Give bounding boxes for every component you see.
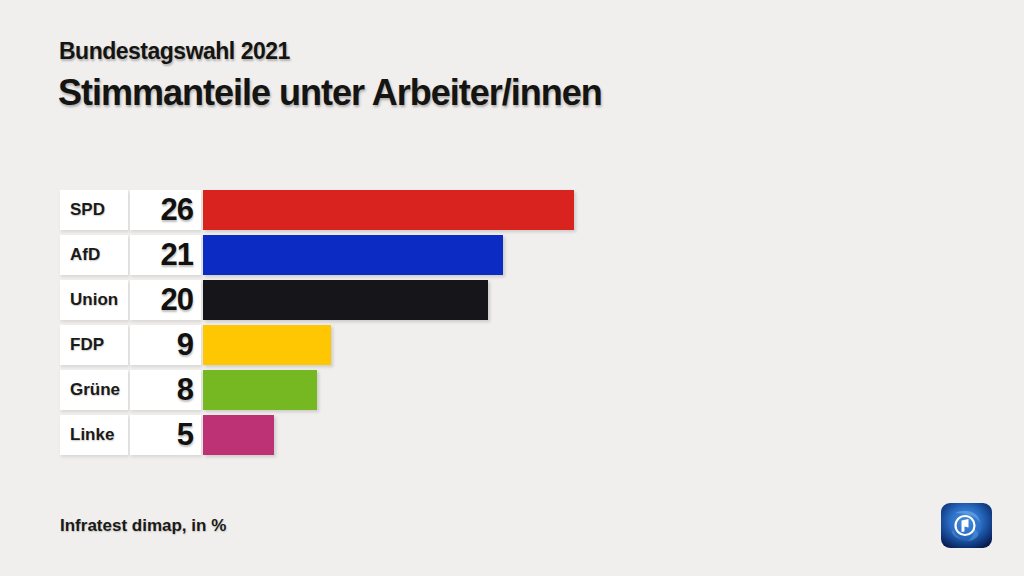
party-label: AfD xyxy=(60,235,128,275)
party-value: 8 xyxy=(130,370,201,410)
party-value: 5 xyxy=(130,415,201,455)
party-label: SPD xyxy=(60,190,128,230)
broadcast-graphic: Bundestagswahl 2021 Stimmanteile unter A… xyxy=(0,0,1024,576)
chart-kicker: Bundestagswahl 2021 xyxy=(59,38,290,65)
party-value: 20 xyxy=(130,280,201,320)
bar xyxy=(203,190,574,230)
party-label: Union xyxy=(60,280,128,320)
chart-row: FDP 9 xyxy=(60,325,990,365)
chart-row: Linke 5 xyxy=(60,415,990,455)
bar xyxy=(203,280,488,320)
bar xyxy=(203,370,317,410)
bar xyxy=(203,325,331,365)
party-value: 21 xyxy=(130,235,201,275)
bar xyxy=(203,235,503,275)
bar xyxy=(203,415,274,455)
chart-row: SPD 26 xyxy=(60,190,990,230)
source-note: Infratest dimap, in % xyxy=(60,516,226,536)
chart-title: Stimmanteile unter Arbeiter/innen xyxy=(58,72,602,114)
party-label: Linke xyxy=(60,415,128,455)
party-value: 26 xyxy=(130,190,201,230)
party-label: FDP xyxy=(60,325,128,365)
bar-chart: SPD 26 AfD 21 Union 20 FDP 9 Grüne 8 Lin xyxy=(60,190,990,460)
bar-rows: SPD 26 AfD 21 Union 20 FDP 9 Grüne 8 Lin xyxy=(60,190,990,455)
party-value: 9 xyxy=(130,325,201,365)
party-label: Grüne xyxy=(60,370,128,410)
tagesschau-logo-icon xyxy=(941,503,992,548)
chart-row: AfD 21 xyxy=(60,235,990,275)
chart-row: Union 20 xyxy=(60,280,990,320)
chart-row: Grüne 8 xyxy=(60,370,990,410)
